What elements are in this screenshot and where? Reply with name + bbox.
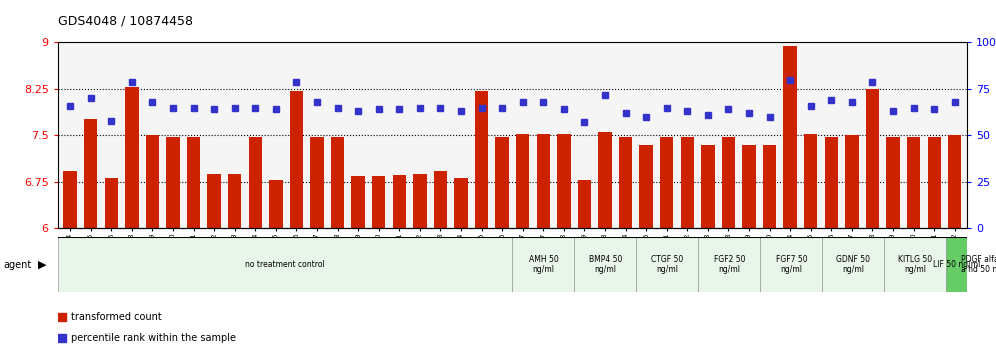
Bar (619, 137, 632, 228)
Bar (846, 136, 859, 228)
Bar (352, 176, 365, 228)
Text: PDGF alfa bet
a hd 50 ng/ml: PDGF alfa bet a hd 50 ng/ml (961, 255, 996, 274)
Bar (228, 174, 241, 228)
Bar (331, 137, 345, 228)
Bar (907, 137, 920, 228)
Bar (825, 137, 838, 228)
Bar (58, 237, 513, 292)
Bar (166, 137, 179, 228)
Bar (884, 237, 946, 292)
Bar (516, 134, 530, 228)
Bar (105, 178, 118, 228)
Bar (373, 176, 385, 228)
Text: CTGF 50
ng/ml: CTGF 50 ng/ml (651, 255, 683, 274)
Bar (680, 137, 694, 228)
Bar (575, 237, 636, 292)
Bar (948, 136, 961, 228)
Bar (249, 137, 262, 228)
Bar (513, 237, 575, 292)
Text: LIF 50 ng/ml: LIF 50 ng/ml (933, 260, 980, 269)
Bar (701, 145, 714, 228)
Text: no treatment control: no treatment control (245, 260, 325, 269)
Bar (578, 180, 592, 228)
Text: agent: agent (3, 259, 31, 270)
Bar (804, 134, 818, 228)
Bar (698, 237, 761, 292)
Bar (823, 237, 884, 292)
Text: FGF2 50
ng/ml: FGF2 50 ng/ml (714, 255, 745, 274)
Text: FGF7 50
ng/ml: FGF7 50 ng/ml (776, 255, 808, 274)
Bar (636, 237, 698, 292)
Bar (784, 46, 797, 228)
Bar (495, 137, 509, 228)
Bar (866, 89, 879, 228)
Text: percentile rank within the sample: percentile rank within the sample (72, 333, 236, 343)
Bar (269, 180, 283, 228)
Bar (763, 145, 776, 228)
Bar (187, 137, 200, 228)
Text: GDNF 50
ng/ml: GDNF 50 ng/ml (837, 255, 871, 274)
Text: transformed count: transformed count (72, 312, 162, 322)
Bar (599, 132, 612, 228)
Bar (927, 137, 941, 228)
Text: ▶: ▶ (38, 259, 47, 270)
Text: KITLG 50
ng/ml: KITLG 50 ng/ml (898, 255, 932, 274)
Bar (761, 237, 823, 292)
Bar (125, 87, 138, 228)
Bar (290, 91, 303, 228)
Text: GDS4048 / 10874458: GDS4048 / 10874458 (58, 14, 193, 27)
Bar (392, 175, 406, 228)
Bar (433, 171, 447, 228)
Bar (742, 145, 756, 228)
Bar (557, 134, 571, 228)
Bar (639, 145, 652, 228)
Bar (84, 119, 98, 228)
Bar (454, 178, 468, 228)
Text: AMH 50
ng/ml: AMH 50 ng/ml (529, 255, 559, 274)
Bar (660, 137, 673, 228)
Bar (967, 237, 996, 292)
Bar (722, 137, 735, 228)
Bar (64, 171, 77, 228)
Text: BMP4 50
ng/ml: BMP4 50 ng/ml (589, 255, 622, 274)
Bar (537, 134, 550, 228)
Bar (311, 137, 324, 228)
Bar (145, 136, 159, 228)
Bar (886, 137, 899, 228)
Bar (207, 174, 221, 228)
Bar (475, 91, 488, 228)
Bar (413, 174, 426, 228)
Bar (946, 237, 967, 292)
